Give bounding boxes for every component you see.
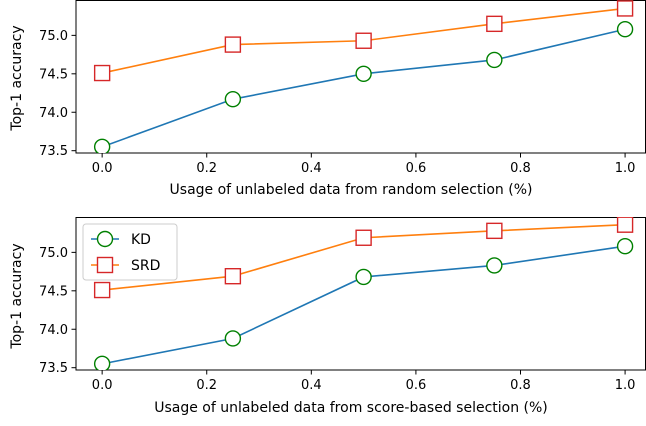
x-tick-label: 0.4	[301, 161, 322, 176]
y-axis-label: Top-1 accuracy	[9, 243, 25, 349]
data-point-kd	[93, 355, 111, 370]
y-tick-label: 75.0	[39, 29, 68, 44]
data-point-kd	[616, 21, 634, 38]
data-point-srd	[224, 268, 242, 285]
x-tick-label: 0.2	[196, 161, 217, 176]
chart-panel-1: 0.0 0.2 0.4 0.6 0.8 1.0 73.5 74.0 74.5 75.0 Usage …	[9, 0, 646, 198]
data-point-kd	[355, 268, 372, 286]
x-axis-label: Usage of unlabeled data from random sele…	[170, 182, 533, 198]
plot-area	[93, 217, 634, 370]
data-point-srd	[355, 229, 372, 246]
data-point-srd	[616, 0, 634, 17]
data-point-srd	[93, 64, 111, 82]
data-point-kd	[93, 138, 111, 153]
y-tick-label: 75.0	[39, 246, 68, 261]
data-point-kd	[616, 238, 634, 255]
x-axis-label: Usage of unlabeled data from score-based…	[154, 400, 548, 416]
x-tick-label: 1.0	[615, 378, 636, 393]
legend-marker-srd	[96, 256, 114, 274]
x-tick-label: 0.6	[406, 378, 427, 393]
legend: KD SRD	[82, 223, 178, 281]
data-point-srd	[224, 36, 242, 53]
x-tick-label: 0.0	[92, 161, 113, 176]
series-line-kd	[101, 245, 626, 365]
x-tick-label: 1.0	[615, 161, 636, 176]
data-point-kd	[224, 90, 242, 108]
y-tick-label: 73.5	[39, 144, 68, 159]
legend-label-srd: SRD	[131, 258, 160, 274]
x-tick-label: 0.8	[510, 161, 531, 176]
data-point-srd	[486, 15, 503, 33]
data-point-kd	[355, 65, 372, 83]
legend-marker-kd	[96, 230, 114, 248]
legend-label-kd: KD	[131, 232, 151, 248]
data-point-kd	[486, 257, 503, 274]
data-point-srd	[616, 217, 634, 233]
y-tick-label: 74.5	[39, 284, 68, 299]
y-tick-label: 74.0	[39, 106, 68, 121]
x-tick-label: 0.2	[196, 378, 217, 393]
x-tick-label: 0.8	[510, 378, 531, 393]
plot-area	[93, 0, 634, 153]
chart-panel-2: 0.0 0.2 0.4 0.6 0.8 1.0 73.5 74.0 74.5 75.0 Usage …	[9, 217, 646, 416]
data-point-srd	[486, 222, 503, 240]
y-axis-label: Top-1 accuracy	[9, 25, 25, 131]
y-tick-label: 73.5	[39, 361, 68, 376]
x-tick-label: 0.6	[406, 161, 427, 176]
data-point-kd	[224, 330, 242, 347]
x-tick-label: 0.4	[301, 378, 322, 393]
y-tick-label: 74.0	[39, 323, 68, 338]
data-point-kd	[486, 51, 503, 69]
data-point-srd	[93, 281, 111, 299]
y-tick-label: 74.5	[39, 67, 68, 82]
data-point-srd	[355, 32, 372, 49]
x-tick-label: 0.0	[92, 378, 113, 393]
